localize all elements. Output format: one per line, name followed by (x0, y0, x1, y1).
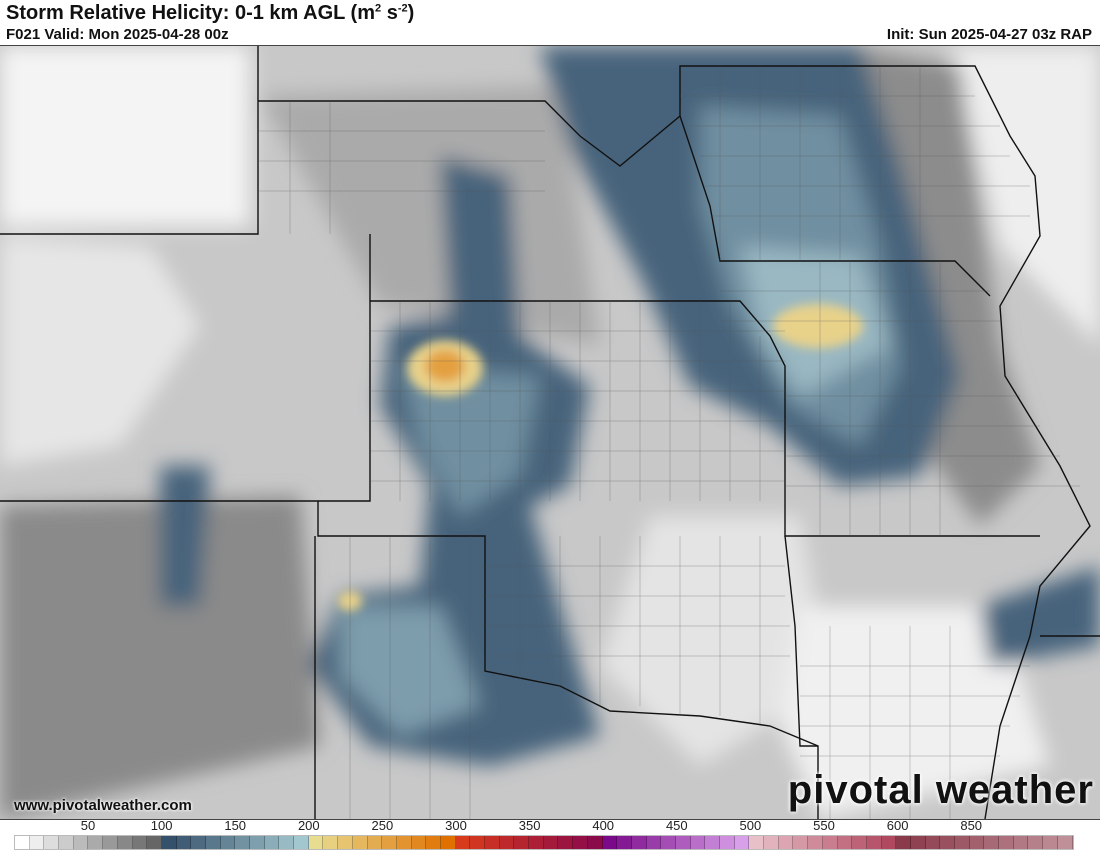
colorbar-cell (529, 836, 544, 849)
colorbar-cell (808, 836, 823, 849)
colorbar-cell (205, 836, 221, 849)
colorbar-cell (29, 836, 45, 849)
colorbar-tick: 150 (224, 818, 247, 833)
colorbar-cell (837, 836, 853, 849)
helicity-map (0, 45, 1100, 820)
colorbar-cell (440, 836, 456, 849)
colorbar-cell (646, 836, 662, 849)
colorbar-cell (896, 836, 911, 849)
colorbar-cell (793, 836, 809, 849)
colorbar-cell (661, 836, 676, 849)
colorbar-cell (338, 836, 353, 849)
colorbar-cell (543, 836, 559, 849)
colorbar-cell (294, 836, 309, 849)
colorbar-cell (117, 836, 133, 849)
website-label: www.pivotalweather.com (14, 797, 192, 814)
colorbar-tick: 350 (518, 818, 541, 833)
colorbar-cell (132, 836, 148, 849)
colorbar-cell (778, 836, 794, 849)
colorbar-cell (103, 836, 118, 849)
colorbar-cell (558, 836, 574, 849)
colorbar-tick: 50 (80, 818, 96, 833)
colorbar-tick: 500 (739, 818, 762, 833)
colorbar-cell (999, 836, 1014, 849)
colorbar-cell (573, 836, 588, 849)
colorbar-cell (367, 836, 383, 849)
colorbar-cell (308, 836, 324, 849)
colorbar-cell (88, 836, 104, 849)
colorbar-cell (749, 836, 765, 849)
colorbar-cell (44, 836, 60, 849)
colorbar-cell (73, 836, 89, 849)
colorbar-cell (631, 836, 647, 849)
colorbar-tick: 200 (297, 818, 320, 833)
colorbar-tick: 600 (886, 818, 909, 833)
colorbar-tick: 100 (150, 818, 173, 833)
colorbar-cell (587, 836, 603, 849)
colorbar-cell (470, 836, 485, 849)
colorbar-cell (969, 836, 985, 849)
colorbar-cell (940, 836, 955, 849)
colorbar-cell (323, 836, 339, 849)
colorbar-cell (176, 836, 192, 849)
colorbar-cell (866, 836, 882, 849)
colorbar-cell (426, 836, 441, 849)
colorbar-cell (455, 836, 471, 849)
colorbar-cell (147, 836, 162, 849)
colorbar-cell (910, 836, 926, 849)
valid-time: F021 Valid: Mon 2025-04-28 00z (6, 26, 229, 43)
colorbar-cell (382, 836, 397, 849)
colorbar-cell (602, 836, 618, 849)
colorbar-tick: 450 (665, 818, 688, 833)
colorbar-cell (15, 836, 30, 849)
colorbar-cell (264, 836, 280, 849)
colorbar-cell (161, 836, 177, 849)
colorbar-tick: 400 (592, 818, 615, 833)
colorbar-cell (1013, 836, 1029, 849)
colorbar-cell (191, 836, 206, 849)
colorbar-tick: 850 (960, 818, 983, 833)
colorbar-cell (279, 836, 295, 849)
colorbar-cell (881, 836, 897, 849)
colorbar-cell (852, 836, 867, 849)
map-title: Storm Relative Helicity: 0-1 km AGL (m2 … (6, 2, 415, 24)
colorbar-cell (955, 836, 970, 849)
colorbar-cell (822, 836, 838, 849)
pivotal-weather-logo: pivotal weather (787, 768, 1094, 812)
colorbar-cell (514, 836, 530, 849)
colorbar-cell (59, 836, 74, 849)
colorbar-cell (925, 836, 941, 849)
colorbar-cell (617, 836, 632, 849)
county-grid (258, 66, 1080, 819)
colorbar-cell (411, 836, 427, 849)
colorbar-cell (250, 836, 265, 849)
colorbar (14, 835, 1074, 850)
colorbar-cell (1057, 836, 1073, 849)
colorbar-tick: 250 (371, 818, 394, 833)
colorbar-cell (675, 836, 691, 849)
colorbar-cell (352, 836, 368, 849)
colorbar-cell (485, 836, 500, 849)
colorbar-cell (220, 836, 236, 849)
colorbar-cell (396, 836, 412, 849)
colorbar-cell (984, 836, 1000, 849)
colorbar-cell (734, 836, 750, 849)
colorbar-cell (720, 836, 735, 849)
colorbar-cell (764, 836, 779, 849)
colorbar-cell (705, 836, 720, 849)
colorbar-cell (690, 836, 706, 849)
colorbar-cell (1028, 836, 1044, 849)
colorbar-cell (235, 836, 250, 849)
colorbar-cell (499, 836, 515, 849)
colorbar-cell (1043, 836, 1058, 849)
colorbar-tick: 550 (813, 818, 835, 833)
init-time: Init: Sun 2025-04-27 03z RAP (886, 26, 1092, 43)
state-borders (0, 46, 1100, 819)
colorbar-tick: 300 (445, 818, 467, 833)
